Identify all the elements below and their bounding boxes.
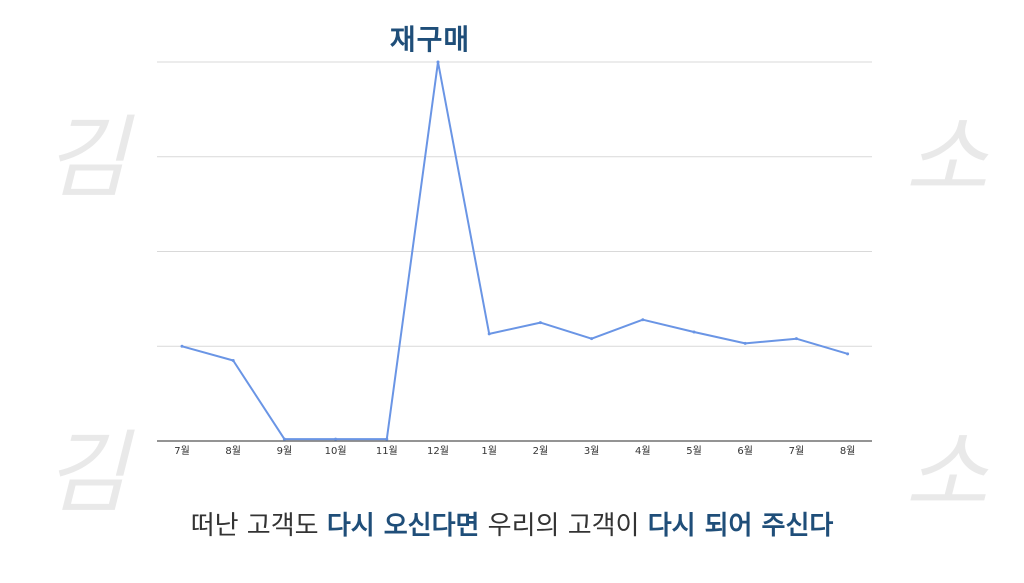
data-point-2 <box>282 437 286 441</box>
caption-part-1: 떠난 고객도 <box>190 511 327 541</box>
data-point-8 <box>590 337 594 341</box>
series-line <box>181 61 848 441</box>
x-tick-label: 8월 <box>225 445 241 457</box>
data-point-12 <box>794 337 798 341</box>
data-point-3 <box>334 437 338 441</box>
x-tick-label: 3월 <box>584 445 600 457</box>
caption-part-4: 다시 되어 주신다 <box>647 511 834 541</box>
data-point-13 <box>846 352 850 356</box>
data-point-6 <box>487 332 491 336</box>
caption: 떠난 고객도 다시 오신다면 우리의 고객이 다시 되어 주신다 <box>0 505 1024 542</box>
x-tick-label: 12월 <box>427 445 449 457</box>
data-point-11 <box>743 341 747 345</box>
x-tick-label: 8월 <box>840 445 856 457</box>
data-point-4 <box>385 437 389 441</box>
x-tick-label: 11월 <box>376 445 398 457</box>
caption-part-3: 우리의 고객이 <box>479 511 648 541</box>
x-tick-label: 1월 <box>481 445 497 457</box>
caption-part-2: 다시 오신다면 <box>326 511 480 541</box>
data-point-10 <box>692 330 696 334</box>
x-tick-label: 4월 <box>635 445 651 457</box>
x-tick-label: 7월 <box>789 445 805 457</box>
gridlines <box>157 61 872 347</box>
x-tick-label: 5월 <box>686 445 702 457</box>
series <box>180 60 850 441</box>
x-tick-label: 6월 <box>737 445 753 457</box>
data-point-5 <box>436 60 440 64</box>
data-point-7 <box>538 321 542 325</box>
data-point-0 <box>180 344 184 348</box>
x-tick-label: 7월 <box>174 445 190 457</box>
data-point-9 <box>641 318 645 322</box>
x-tick-label: 9월 <box>277 445 293 457</box>
x-tick-label: 2월 <box>533 445 549 457</box>
data-point-1 <box>231 358 235 362</box>
x-tick-label: 10월 <box>325 445 347 457</box>
chart-title: 재구매 <box>389 23 471 56</box>
x-tick-labels: 7월 8월 9월 10월 11월 12월 1월 2월 3월 4월 5월 6월 7월 8월 <box>174 445 855 457</box>
